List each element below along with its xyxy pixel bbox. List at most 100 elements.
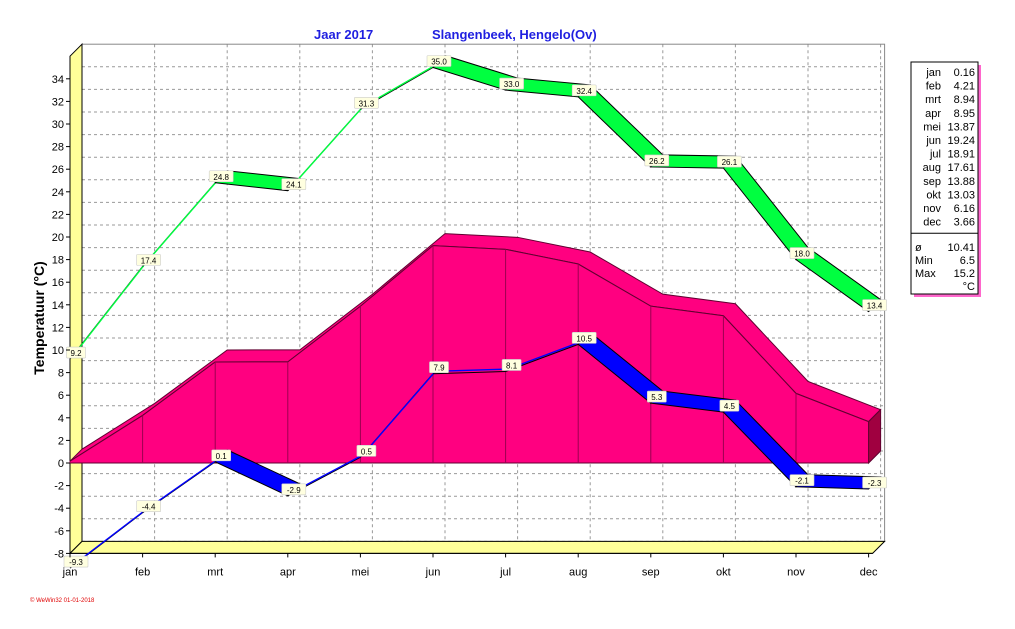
y-tick-label: 0 [58,458,64,470]
legend-month: mei [923,121,941,133]
chart-title-station: Slangenbeek, Hengelo(Ov) [432,27,597,42]
min-data-label: 8.1 [506,361,518,370]
max-data-label: 33.0 [504,80,520,89]
max-segment-edge [145,180,218,264]
max-segment-edge [72,264,145,357]
legend-month: jul [929,149,941,161]
min-data-label: 10.5 [576,334,592,343]
min-data-label: 4.5 [724,402,736,411]
legend-stat-value: 15.2 [954,268,975,280]
y-tick-label: 20 [52,232,64,244]
max-data-label: 18.0 [794,250,810,259]
x-tick-label: jun [425,566,441,578]
legend-value: 19.24 [947,135,975,147]
legend-value: 13.03 [947,189,975,201]
y-tick-label: 14 [52,300,64,312]
min-data-label: 5.3 [651,393,663,402]
legend-month: aug [923,162,941,174]
legend-month: jan [925,67,941,79]
legend-value: 8.95 [954,108,975,120]
y-tick-label: 32 [52,96,64,108]
max-segment [723,156,808,260]
max-segment [578,85,663,167]
legend-value: 13.88 [947,176,975,188]
temperature-chart: Jaar 2017 Slangenbeek, Hengelo(Ov) Tempe… [0,0,1015,629]
x-tick-label: mrt [207,566,223,578]
max-segment-edge [290,107,363,188]
y-tick-label: -4 [54,503,64,515]
y-tick-label: 26 [52,164,64,176]
max-data-label: 32.4 [576,87,592,96]
y-tick-label: 8 [58,368,64,380]
legend-value: 4.21 [954,81,975,93]
legend-value: 17.61 [947,162,975,174]
y-tick-label: -8 [54,548,64,560]
y-tick-label: 10 [52,345,64,357]
min-data-label: 7.9 [433,364,445,373]
max-data-label: 26.2 [649,157,665,166]
x-axis-ticks: jan feb mrt apr mei jun jul aug sep okt nov dec [62,553,878,578]
min-data-label: -2.9 [287,486,301,495]
y-tick-label: 30 [52,119,64,131]
x-tick-label: dec [860,566,878,578]
y-tick-label: 34 [52,74,64,86]
x-tick-label: okt [716,566,731,578]
x-tick-label: mei [352,566,370,578]
min-data-label: 0.1 [216,452,228,461]
max-data-label: 31.3 [359,99,375,108]
min-data-label: -4.4 [142,503,156,512]
y-axis-label: Temperatuur (°C) [31,261,47,374]
min-data-label: -2.1 [795,477,809,486]
max-data-label: 17.4 [141,256,157,265]
y-tick-label: 28 [52,142,64,154]
chart-title-year: Jaar 2017 [314,27,373,42]
x-tick-label: apr [280,566,296,578]
legend-month: dec [923,217,941,229]
legend-value: 8.94 [954,94,975,106]
x-tick-label: sep [642,566,660,578]
max-data-label: 35.0 [431,58,447,67]
legend-value: 0.16 [954,67,975,79]
legend-month: okt [926,189,941,201]
x-tick-label: jul [499,566,511,578]
max-data-label: 24.1 [286,181,302,190]
max-data-label: 9.2 [70,349,82,358]
y-tick-label: -2 [54,481,64,493]
y-tick-label: 2 [58,435,64,447]
legend-value: 13.87 [947,121,975,133]
legend-stat-value: 6.5 [960,255,975,267]
legend-month: sep [923,176,941,188]
legend-stat-label: Max [915,268,936,280]
min-data-label: 0.5 [361,447,373,456]
legend-value: 18.91 [947,149,975,161]
x-tick-label: aug [569,566,587,578]
y-tick-label: 24 [52,187,64,199]
y-tick-label: 16 [52,277,64,289]
legend-stat-value: 10.41 [947,242,975,254]
credit-text: © WeWin32 01-01-2018 [30,597,95,604]
x-tick-label: nov [787,566,805,578]
legend-month: mrt [925,94,941,106]
floor-axis-wall [70,541,885,553]
y-tick-label: 6 [58,390,64,402]
y-tick-label: -6 [54,526,64,538]
y-tick-label: 18 [52,255,64,267]
legend-month: feb [926,81,941,93]
left-axis-wall [70,44,82,553]
max-data-label: 24.8 [213,173,229,182]
x-tick-label: jan [62,566,78,578]
max-data-label: 26.1 [722,158,738,167]
legend-month: jun [925,135,941,147]
legend-month: apr [925,108,941,120]
legend-box: jan 0.16 feb 4.21 mrt 8.94 apr 8.95 mei 13.87 jun 1… [911,62,981,297]
legend-unit: °C [963,281,975,293]
legend-value: 6.16 [954,203,975,215]
y-tick-label: 12 [52,322,64,334]
legend-stat-label: Min [915,255,933,267]
legend-value: 3.66 [954,217,975,229]
legend-stat-label: ø [915,242,922,254]
legend-month: nov [923,203,941,215]
min-data-label: -2.3 [868,479,882,488]
y-tick-label: 22 [52,209,64,221]
